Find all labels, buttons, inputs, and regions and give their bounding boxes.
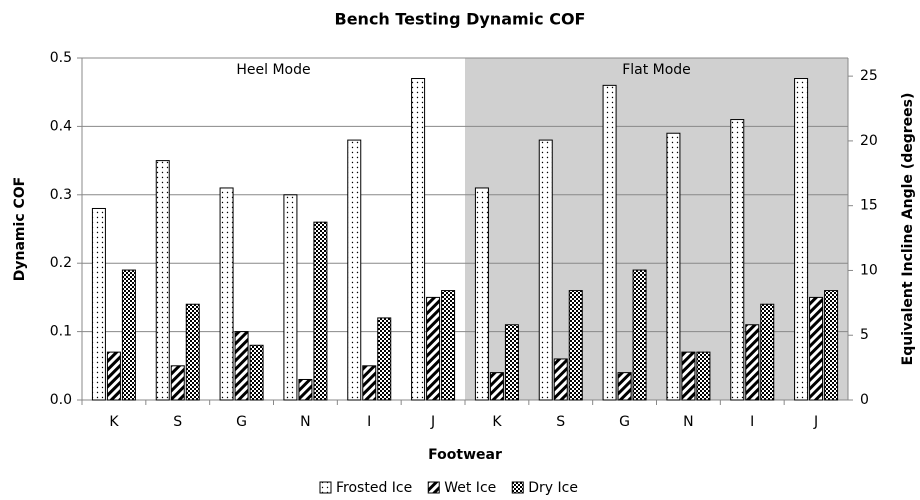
y-tick-label: 0.4	[50, 118, 72, 134]
annotation: Flat Mode	[622, 62, 691, 78]
bar	[377, 317, 392, 401]
x-tick-label: N	[300, 414, 310, 430]
bar	[91, 207, 106, 401]
bar	[155, 160, 170, 401]
bar	[426, 296, 441, 401]
x-tick-label: K	[109, 414, 119, 430]
flat-mode-region	[465, 58, 848, 400]
bar	[106, 351, 121, 401]
y-tick-label: 0.2	[50, 255, 72, 271]
legend-swatch	[427, 481, 440, 494]
x-tick-label: N	[683, 414, 693, 430]
bar	[602, 84, 617, 401]
bar	[730, 119, 745, 401]
x-tick-label: S	[556, 414, 565, 430]
bar	[760, 303, 775, 401]
bar	[411, 78, 426, 401]
bar	[794, 78, 809, 401]
bar	[474, 187, 489, 401]
bar	[283, 194, 298, 401]
x-tick-label: J	[430, 414, 435, 430]
bar	[504, 324, 519, 401]
y2-tick-label: 20	[860, 133, 878, 149]
bar	[632, 269, 647, 401]
bar	[219, 187, 234, 401]
chart-title: Bench Testing Dynamic COF	[335, 10, 586, 29]
bar	[313, 221, 328, 401]
y-tick-label: 0.5	[50, 50, 72, 66]
x-tick-label: S	[173, 414, 182, 430]
bar	[809, 296, 824, 401]
bar	[696, 351, 711, 401]
y2-axis-label: Equivalent Incline Angle (degrees)	[900, 93, 916, 366]
y-tick-label: 0.3	[50, 187, 72, 203]
bar	[538, 139, 553, 401]
y2-tick-label: 25	[860, 68, 878, 84]
bar	[824, 290, 839, 401]
x-tick-label: I	[367, 414, 371, 430]
bar	[681, 351, 696, 401]
x-tick-label: J	[813, 414, 818, 430]
annotation: Heel Mode	[236, 62, 310, 78]
bar	[170, 365, 185, 401]
x-tick-label: G	[236, 414, 247, 430]
x-axis-label: Footwear	[428, 447, 502, 463]
legend-swatch	[511, 481, 524, 494]
bar	[121, 269, 136, 401]
y2-tick-label: 10	[860, 262, 878, 278]
bar	[666, 132, 681, 401]
y-axis-label: Dynamic COF	[12, 177, 28, 281]
bar	[347, 139, 362, 401]
y2-tick-label: 15	[860, 198, 878, 214]
legend-label: Wet Ice	[444, 480, 496, 496]
bar	[185, 303, 200, 401]
y-tick-label: 0.1	[50, 324, 72, 340]
x-tick-label: G	[619, 414, 630, 430]
y2-tick-label: 5	[860, 327, 869, 343]
bar	[489, 372, 504, 401]
bar	[298, 378, 313, 401]
legend-label: Frosted Ice	[336, 480, 412, 496]
bar	[234, 331, 249, 401]
bar	[441, 290, 456, 401]
x-tick-label: K	[492, 414, 502, 430]
legend-label: Dry Ice	[528, 480, 578, 496]
bar	[362, 365, 377, 401]
bar	[568, 290, 583, 401]
bar	[249, 344, 264, 401]
legend-swatch	[319, 481, 332, 494]
y2-tick-label: 0	[860, 392, 869, 408]
y-tick-label: 0.0	[50, 392, 72, 408]
bar	[553, 358, 568, 401]
bar	[745, 324, 760, 401]
x-tick-label: I	[750, 414, 754, 430]
bar	[617, 372, 632, 401]
